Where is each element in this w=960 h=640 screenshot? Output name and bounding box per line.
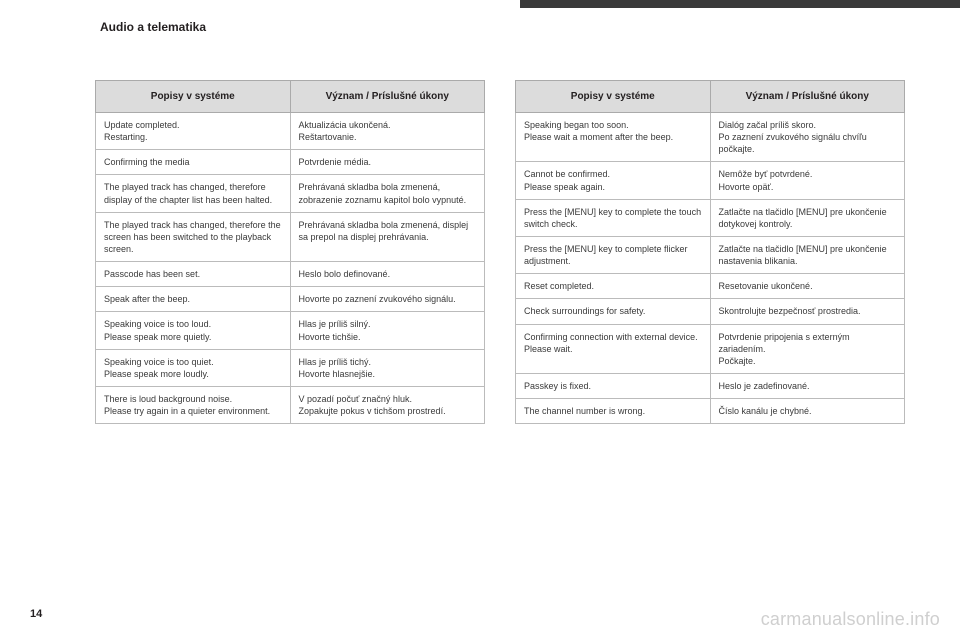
cell-left: Confirming connection with external devi… (516, 324, 711, 373)
cell-right: Potvrdenie média. (290, 150, 485, 175)
tables-container: Popisy v systéme Význam / Príslušné úkon… (95, 80, 905, 424)
footer-site: carmanualsonline.info (761, 609, 940, 630)
left-table-head-left: Popisy v systéme (96, 81, 291, 113)
table-row: Cannot be confirmed.Please speak again.N… (516, 162, 905, 199)
right-table-head-left: Popisy v systéme (516, 81, 711, 113)
table-row: Press the [MENU] key to complete flicker… (516, 236, 905, 273)
table-row: There is loud background noise.Please tr… (96, 386, 485, 423)
cell-right: Heslo bolo definované. (290, 262, 485, 287)
right-table: Popisy v systéme Význam / Príslušné úkon… (515, 80, 905, 424)
cell-left: The played track has changed, therefore … (96, 212, 291, 261)
table-row: Check surroundings for safety.Skontroluj… (516, 299, 905, 324)
cell-right: Aktualizácia ukončená.Reštartovanie. (290, 113, 485, 150)
cell-right: Skontrolujte bezpečnosť prostredia. (710, 299, 905, 324)
cell-right: Zatlačte na tlačidlo [MENU] pre ukončeni… (710, 236, 905, 273)
cell-left: Speak after the beep. (96, 287, 291, 312)
cell-right: Prehrávaná skladba bola zmenená, zobraze… (290, 175, 485, 212)
cell-right: Hovorte po zaznení zvukového signálu. (290, 287, 485, 312)
cell-left: The played track has changed, therefore … (96, 175, 291, 212)
cell-right: Hlas je príliš tichý.Hovorte hlasnejšie. (290, 349, 485, 386)
cell-left: Press the [MENU] key to complete flicker… (516, 236, 711, 273)
table-row: Speaking began too soon.Please wait a mo… (516, 113, 905, 162)
table-row: The played track has changed, therefore … (96, 175, 485, 212)
cell-left: The channel number is wrong. (516, 399, 711, 424)
table-row: Speaking voice is too quiet.Please speak… (96, 349, 485, 386)
table-row: The channel number is wrong.Číslo kanálu… (516, 399, 905, 424)
cell-left: Passcode has been set. (96, 262, 291, 287)
cell-right: Zatlačte na tlačidlo [MENU] pre ukončeni… (710, 199, 905, 236)
cell-left: Speaking voice is too loud.Please speak … (96, 312, 291, 349)
top-bar (520, 0, 960, 8)
table-row: Passcode has been set.Heslo bolo definov… (96, 262, 485, 287)
cell-right: V pozadí počuť značný hluk.Zopakujte pok… (290, 386, 485, 423)
cell-right: Číslo kanálu je chybné. (710, 399, 905, 424)
cell-left: Speaking began too soon.Please wait a mo… (516, 113, 711, 162)
cell-right: Potvrdenie pripojenia s externým zariade… (710, 324, 905, 373)
cell-right: Dialóg začal príliš skoro.Po zaznení zvu… (710, 113, 905, 162)
table-row: Reset completed.Resetovanie ukončené. (516, 274, 905, 299)
table-row: Speaking voice is too loud.Please speak … (96, 312, 485, 349)
table-row: Speak after the beep.Hovorte po zaznení … (96, 287, 485, 312)
cell-right: Resetovanie ukončené. (710, 274, 905, 299)
cell-left: Cannot be confirmed.Please speak again. (516, 162, 711, 199)
cell-left: Speaking voice is too quiet.Please speak… (96, 349, 291, 386)
right-table-head-right: Význam / Príslušné úkony (710, 81, 905, 113)
cell-right: Nemôže byť potvrdené.Hovorte opäť. (710, 162, 905, 199)
cell-right: Prehrávaná skladba bola zmenená, displej… (290, 212, 485, 261)
table-row: Press the [MENU] key to complete the tou… (516, 199, 905, 236)
cell-left: Passkey is fixed. (516, 373, 711, 398)
table-row: Confirming connection with external devi… (516, 324, 905, 373)
cell-left: Press the [MENU] key to complete the tou… (516, 199, 711, 236)
cell-left: Check surroundings for safety. (516, 299, 711, 324)
table-row: The played track has changed, therefore … (96, 212, 485, 261)
left-table-head-right: Význam / Príslušné úkony (290, 81, 485, 113)
cell-right: Heslo je zadefinované. (710, 373, 905, 398)
cell-left: Reset completed. (516, 274, 711, 299)
section-title: Audio a telematika (100, 20, 206, 34)
page-number: 14 (30, 608, 42, 620)
cell-left: Confirming the media (96, 150, 291, 175)
left-table: Popisy v systéme Význam / Príslušné úkon… (95, 80, 485, 424)
table-row: Confirming the mediaPotvrdenie média. (96, 150, 485, 175)
cell-left: Update completed.Restarting. (96, 113, 291, 150)
cell-left: There is loud background noise.Please tr… (96, 386, 291, 423)
table-row: Update completed.Restarting.Aktualizácia… (96, 113, 485, 150)
cell-right: Hlas je príliš silný.Hovorte tichšie. (290, 312, 485, 349)
table-row: Passkey is fixed.Heslo je zadefinované. (516, 373, 905, 398)
